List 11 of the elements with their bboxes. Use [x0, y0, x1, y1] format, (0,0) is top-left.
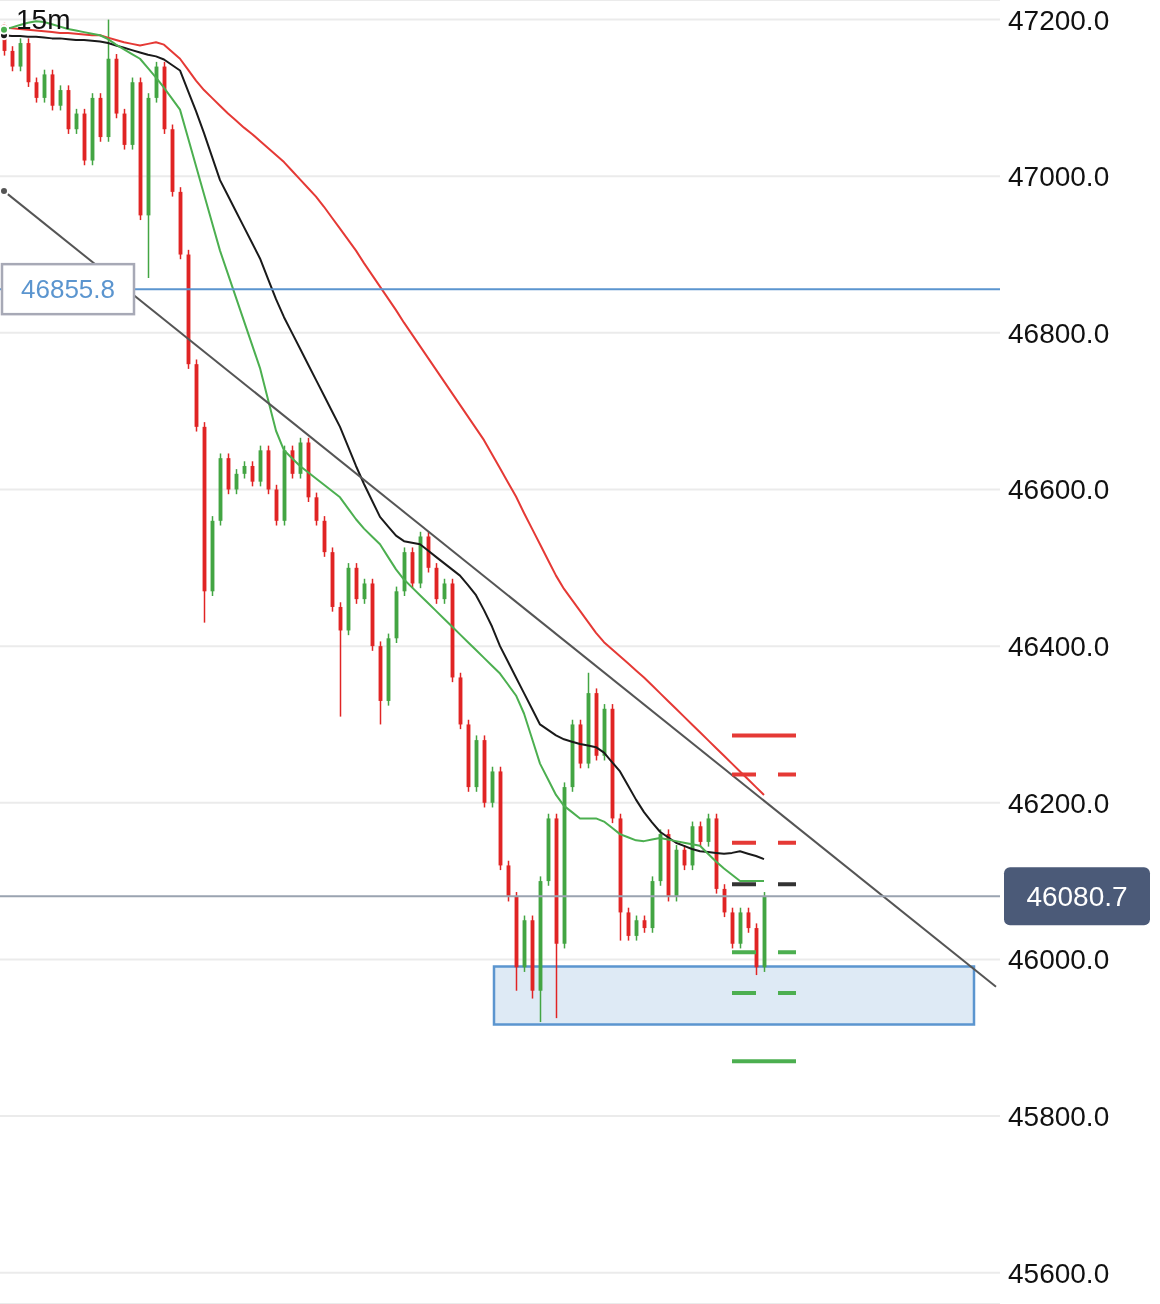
- y-tick-label: 46800.0: [1008, 317, 1110, 349]
- y-tick-label: 45600.0: [1008, 1257, 1110, 1289]
- y-tick-label: 46000.0: [1008, 944, 1110, 976]
- y-tick-label: 47200.0: [1008, 4, 1110, 36]
- y-tick-label: 47000.0: [1008, 161, 1110, 193]
- y-tick-label: 46600.0: [1008, 474, 1110, 506]
- ref-line-label: 46855.8: [21, 274, 115, 305]
- ref-line-label: 46080.7: [1026, 881, 1128, 913]
- y-tick-label: 45800.0: [1008, 1100, 1110, 1132]
- y-tick-label: 46200.0: [1008, 787, 1110, 819]
- y-tick-label: 46400.0: [1008, 631, 1110, 663]
